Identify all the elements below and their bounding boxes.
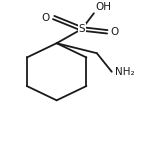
Text: O: O [41, 13, 49, 22]
Text: S: S [79, 24, 85, 34]
Text: OH: OH [95, 2, 111, 12]
Text: NH₂: NH₂ [115, 67, 134, 77]
Text: O: O [110, 27, 118, 37]
